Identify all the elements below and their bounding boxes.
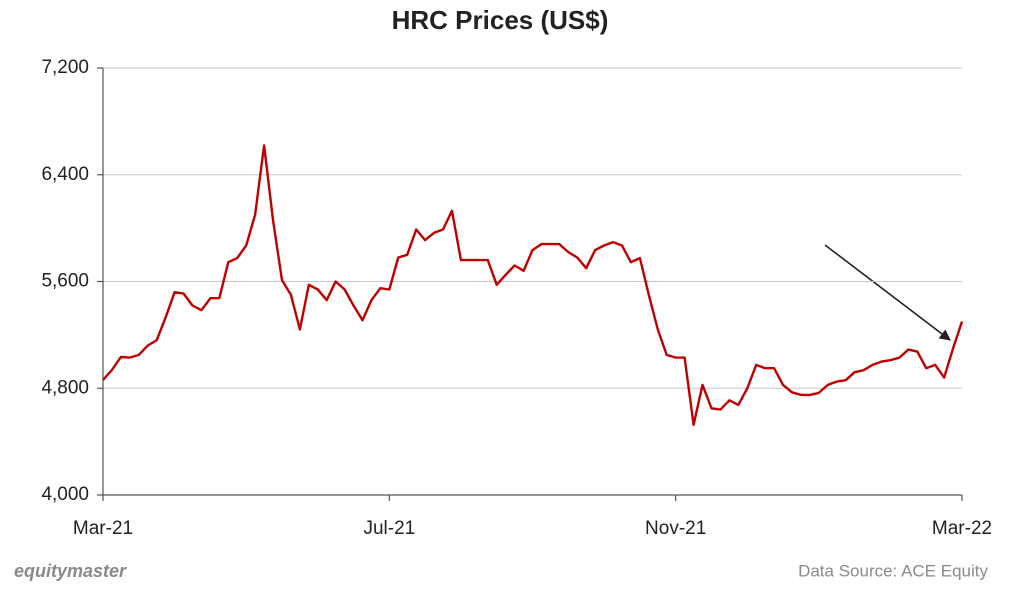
x-tick-label: Mar-22 <box>932 518 992 539</box>
y-tick-label: 6,400 <box>41 164 89 185</box>
logo: equitymaster <box>14 561 127 581</box>
x-tick-label: Mar-21 <box>73 518 133 539</box>
x-tick-label: Nov-21 <box>645 518 706 539</box>
y-tick-label: 5,600 <box>41 271 89 292</box>
y-tick-label: 4,800 <box>41 377 89 398</box>
chart-title: HRC Prices (US$) <box>392 5 609 35</box>
y-tick-label: 4,000 <box>41 484 89 505</box>
x-tick-label: Jul-21 <box>363 518 415 539</box>
data-source: Data Source: ACE Equity <box>798 561 988 580</box>
annotation-arrow <box>824 244 951 341</box>
y-tick-label: 7,200 <box>41 57 89 78</box>
price-line <box>102 144 964 427</box>
